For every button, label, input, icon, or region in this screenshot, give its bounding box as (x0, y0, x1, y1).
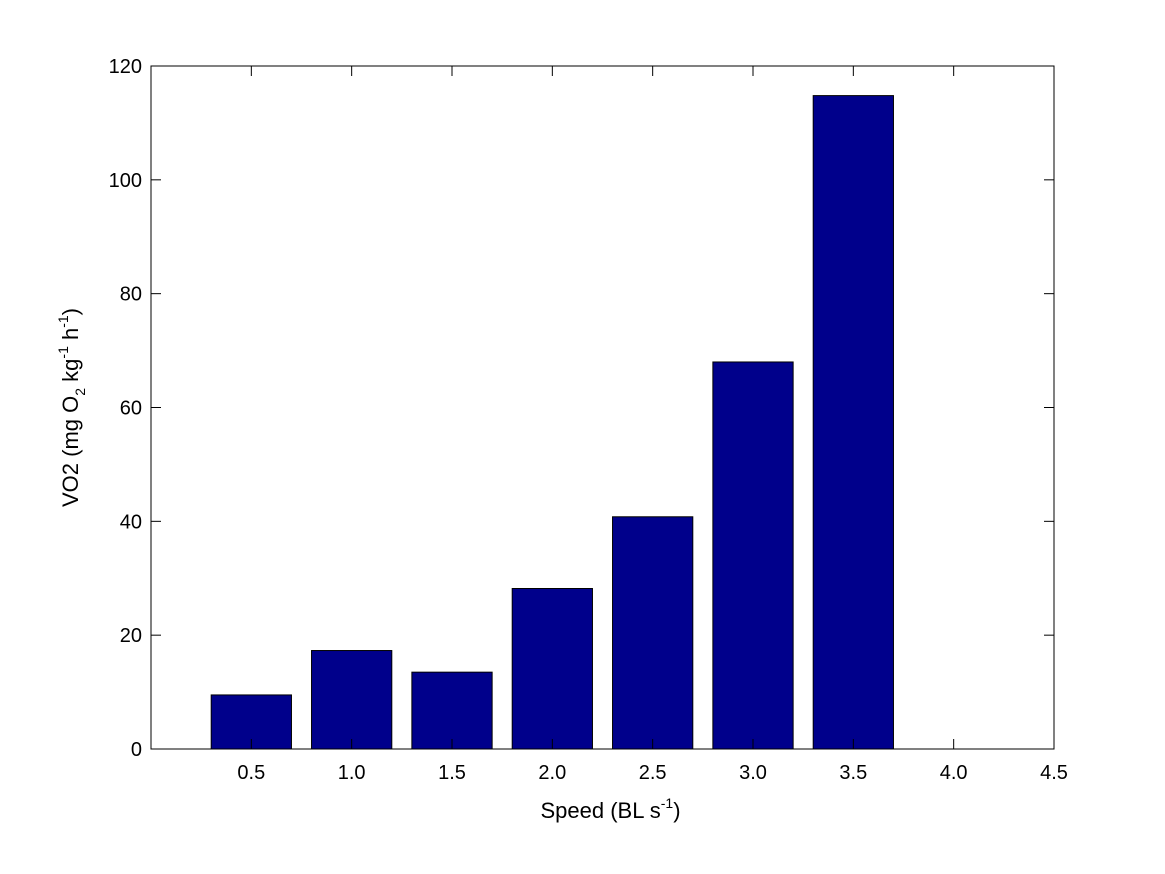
y-tick-label: 80 (120, 284, 142, 306)
ticks-group (151, 65, 1055, 750)
y-axis-label-part: -1 (55, 315, 71, 328)
x-axis-label-base: Speed (BL s (540, 798, 660, 823)
y-axis-label-part: 2 (72, 388, 88, 396)
bar-3.0 (712, 361, 794, 750)
x-axis-label: Speed (BL s-1) (540, 795, 680, 823)
y-tick-labels: 0 20 40 60 80 100 120 (109, 56, 142, 761)
y-tick-label: 20 (120, 625, 142, 647)
x-axis-label-tail: ) (673, 798, 680, 823)
y-tick-label: 0 (131, 739, 142, 761)
x-axis-label-superscript: -1 (661, 795, 674, 811)
y-axis-label: VO2 (mg O2 kg-1 h-1) (55, 308, 88, 507)
bars-group (210, 95, 894, 750)
plot-area-frame (150, 65, 1055, 750)
bar-2.0 (511, 588, 593, 750)
y-tick-label: 100 (109, 170, 142, 192)
bar-3.5 (812, 95, 894, 750)
y-tick-label: 60 (120, 398, 142, 420)
y-tick-label: 40 (120, 511, 142, 533)
y-axis-label-part: h (58, 328, 83, 346)
bar-2.5 (612, 516, 694, 750)
x-tick-label: 3.5 (839, 762, 867, 784)
bar-1.0 (311, 650, 393, 750)
y-axis-label-part: VO2 (mg O (58, 396, 83, 507)
x-tick-label: 2.0 (538, 762, 566, 784)
y-axis-label-part: -1 (55, 346, 71, 359)
bar-1.5 (411, 671, 493, 750)
y-tick-label: 120 (109, 56, 142, 78)
x-tick-label: 3.0 (739, 762, 767, 784)
y-axis-label-part: ) (58, 308, 83, 315)
x-tick-label: 4.0 (940, 762, 968, 784)
x-tick-labels: 0.5 1.0 1.5 2.0 2.5 3.0 3.5 4.0 4.5 (237, 762, 1067, 784)
x-tick-label: 1.5 (438, 762, 466, 784)
x-tick-label: 1.0 (338, 762, 366, 784)
y-axis-label-part: kg (58, 359, 83, 388)
x-tick-label: 0.5 (237, 762, 265, 784)
x-tick-label: 4.5 (1040, 762, 1068, 784)
x-tick-label: 2.5 (639, 762, 667, 784)
